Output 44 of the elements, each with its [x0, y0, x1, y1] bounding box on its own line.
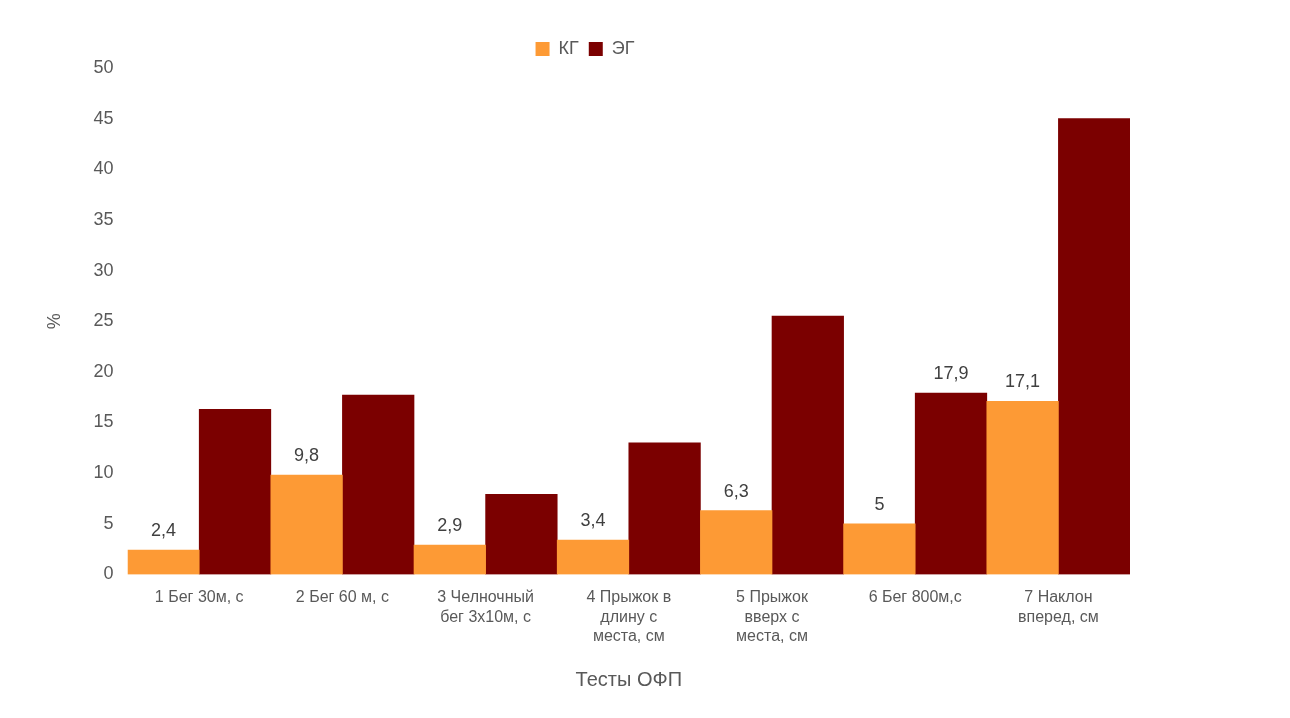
data-label: 3,4 [580, 509, 606, 530]
bar [771, 315, 844, 575]
y-axis-title: % [43, 313, 64, 330]
y-tick-label: 15 [93, 411, 114, 432]
bar [986, 400, 1059, 575]
x-tick-label: 6 Бег 800м,с [868, 588, 962, 606]
x-tick-label: 1 Бег 30м, с [154, 588, 244, 606]
x-tick-label: 3 Челночный бег 3х10м, с [437, 588, 534, 625]
x-tick-label: 5 Прыжок вверх с места, см [736, 588, 809, 644]
y-tick-label: 5 [103, 512, 114, 533]
data-label: 2,9 [437, 515, 463, 535]
data-label: 9,8 [294, 445, 320, 466]
bar [413, 544, 486, 575]
y-tick-label: 10 [93, 462, 114, 483]
bar [485, 494, 558, 575]
bar [843, 523, 916, 575]
bar [127, 549, 200, 575]
legend-label: КГ [558, 37, 580, 58]
bar [198, 408, 272, 575]
y-tick-label: 20 [93, 360, 114, 381]
y-tick-label: 30 [93, 259, 114, 280]
y-tick-label: 25 [93, 310, 114, 331]
bar [1058, 118, 1130, 575]
bar [270, 474, 343, 575]
bar [556, 539, 630, 575]
bar [914, 392, 988, 575]
data-label: 6,3 [723, 480, 749, 501]
data-label: 17,9 [933, 363, 969, 384]
bar [342, 394, 415, 575]
x-tick-label: 4 Прыжок в длину с места, см [586, 588, 672, 644]
legend-label: ЭГ [611, 37, 635, 58]
y-tick-label: 45 [93, 107, 114, 128]
data-label: 17,1 [1005, 371, 1041, 392]
x-tick-label: 7 Наклон вперед, см [1018, 588, 1099, 625]
x-tick-label: 2 Бег 60 м, с [295, 588, 389, 606]
data-label: 2,4 [150, 520, 176, 541]
bar [628, 442, 701, 575]
x-axis-title: Тесты ОФП [575, 667, 683, 690]
data-label: 5 [874, 493, 885, 514]
y-tick-label: 0 [103, 563, 114, 584]
bar [700, 510, 773, 575]
y-tick-label: 50 [93, 56, 114, 77]
y-tick-label: 35 [93, 208, 114, 229]
y-tick-label: 40 [93, 158, 114, 179]
